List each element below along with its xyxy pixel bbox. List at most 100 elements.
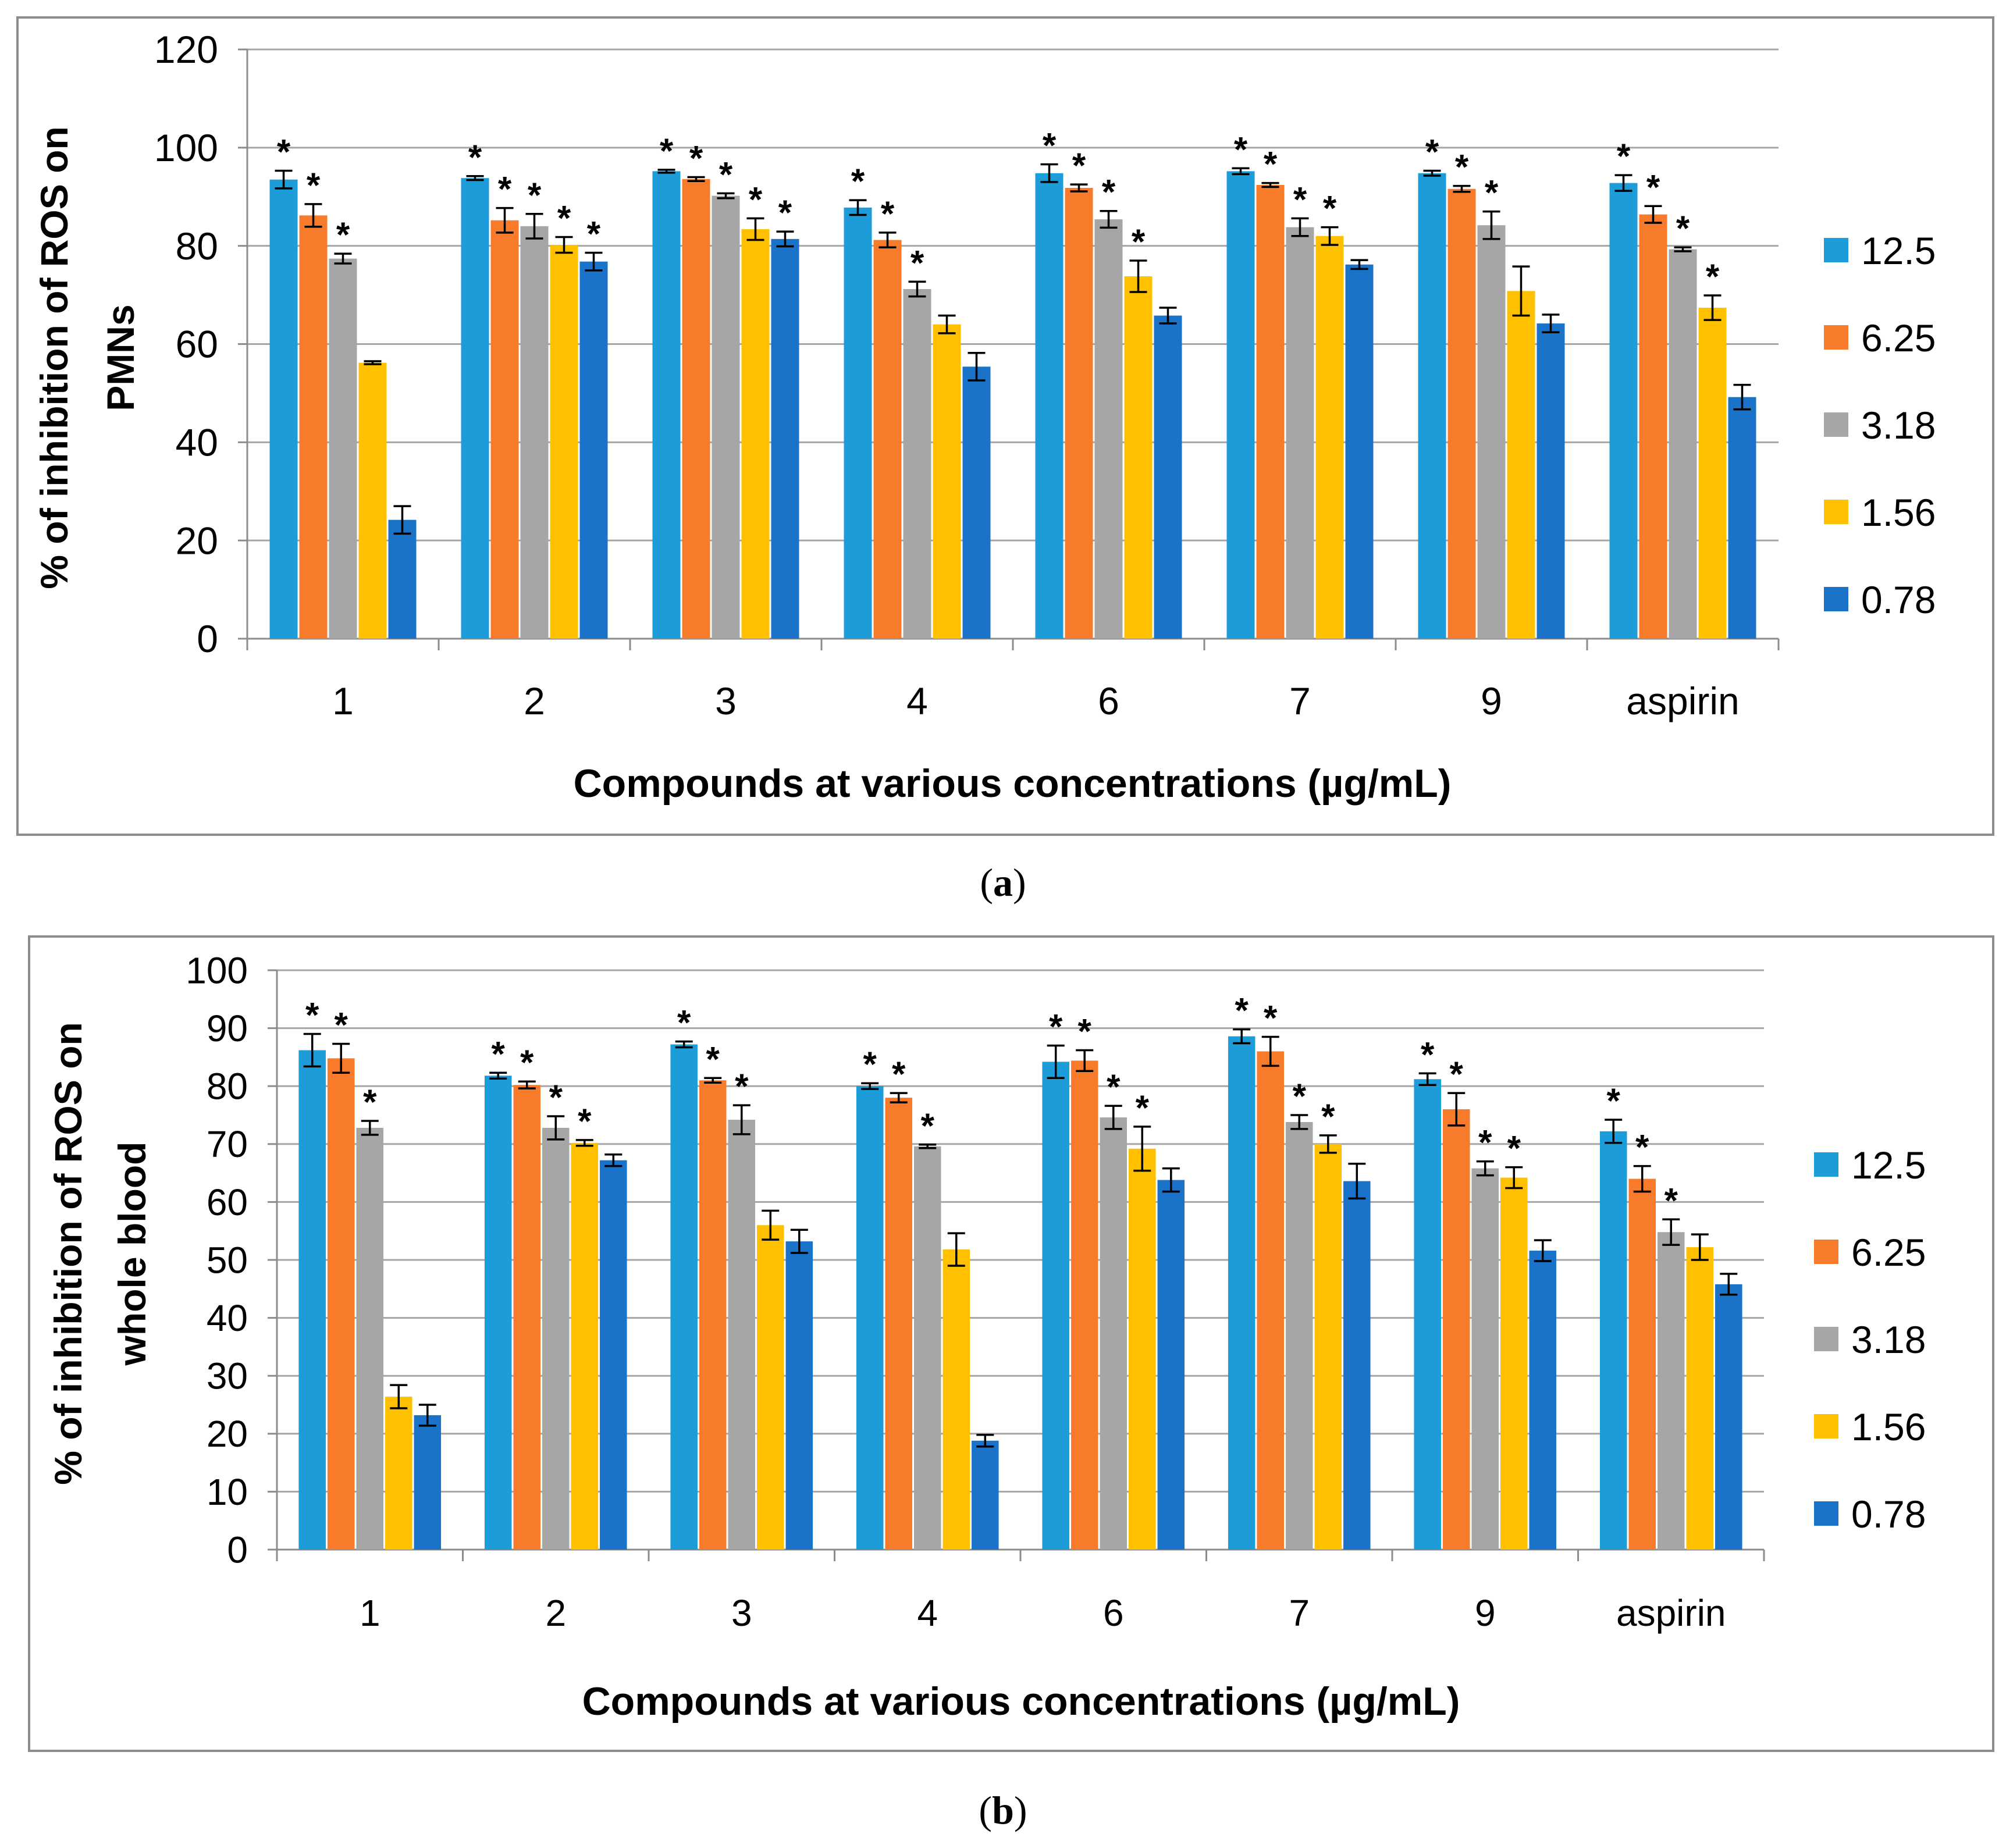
chart-a-ytick-label: 120	[154, 28, 218, 71]
significance-star: *	[528, 176, 542, 215]
error-bar	[275, 169, 293, 190]
error-bar	[1703, 294, 1722, 321]
chart-a-plot: 0 20 40 60 80 100 120 1 2 3 4 6 7 9 aspirin * * * * * * * * * * *…	[154, 28, 1780, 722]
error-bar	[364, 360, 382, 365]
error-bar	[657, 169, 675, 174]
significance-star: *	[1107, 1067, 1121, 1106]
bar	[856, 1086, 884, 1550]
bar	[1226, 171, 1255, 639]
legend-label: 6.25	[1861, 316, 1936, 359]
chart-a-ytick-label: 0	[197, 617, 218, 660]
error-bar	[976, 1434, 994, 1448]
chart-a-category-label: 6	[1098, 679, 1119, 722]
bar	[1100, 1117, 1128, 1550]
error-bar	[393, 505, 411, 535]
bar	[933, 324, 961, 639]
bar	[550, 244, 578, 639]
chart-a-category-label: 7	[1289, 679, 1311, 722]
bar	[1639, 214, 1667, 639]
significance-star: *	[1676, 209, 1690, 248]
error-bar	[418, 1404, 436, 1427]
legend-swatch	[1814, 1152, 1838, 1177]
legend-label: 0.78	[1851, 1493, 1926, 1536]
chart-b-ytick-label: 50	[207, 1239, 248, 1281]
legend-item: 3.18	[1814, 1318, 1926, 1361]
bar	[1698, 308, 1727, 639]
legend-swatch	[1814, 1501, 1838, 1526]
bar	[1471, 1168, 1499, 1550]
error-bar	[304, 203, 322, 228]
significance-star: *	[1485, 173, 1499, 212]
legend-swatch	[1824, 587, 1848, 611]
error-bar	[361, 1120, 379, 1136]
significance-star: *	[557, 198, 571, 237]
chart-b-ytick-label: 30	[207, 1355, 248, 1397]
significance-star: *	[1455, 148, 1469, 187]
error-bar	[1476, 1160, 1494, 1177]
bar	[757, 1225, 784, 1550]
bar	[461, 178, 489, 639]
significance-star: *	[1264, 999, 1278, 1038]
chart-b-caption-open: (	[979, 1788, 992, 1832]
chart-a-caption-letter: a	[993, 860, 1013, 905]
error-bar	[525, 213, 543, 240]
error-bar	[1133, 1126, 1151, 1172]
significance-star: *	[892, 1055, 906, 1094]
chart-a-category-label: 3	[715, 679, 737, 722]
significance-star: *	[468, 138, 482, 177]
legend-swatch	[1824, 238, 1848, 262]
bar	[1715, 1284, 1742, 1550]
legend-swatch	[1824, 500, 1848, 524]
bar	[1035, 173, 1064, 639]
significance-star: *	[1507, 1129, 1521, 1168]
error-bar	[1691, 1233, 1709, 1261]
error-bar	[1261, 1035, 1279, 1067]
legend-swatch	[1814, 1414, 1838, 1438]
chart-b-legend: 12.5 6.25 3.18 1.56 0.78	[1814, 1144, 1926, 1536]
bar	[682, 179, 710, 639]
error-bar	[1076, 1049, 1094, 1073]
error-bar	[1261, 181, 1279, 188]
chart-b-ytick-label: 20	[207, 1413, 248, 1455]
bar	[1447, 188, 1476, 639]
error-bar	[704, 1077, 722, 1084]
bar	[1507, 291, 1535, 639]
bar	[1042, 1062, 1069, 1550]
bar	[1669, 249, 1697, 639]
bar	[1228, 1036, 1255, 1550]
legend-item: 1.56	[1814, 1405, 1926, 1448]
bar	[913, 1146, 941, 1550]
significance-star: *	[881, 194, 895, 233]
error-bar	[675, 1040, 693, 1049]
bar	[903, 289, 931, 639]
legend-swatch	[1824, 325, 1848, 350]
error-bar	[1453, 184, 1471, 193]
chart-a-caption-open: (	[980, 860, 993, 905]
bar	[873, 240, 902, 639]
significance-star: *	[1706, 257, 1720, 296]
bar	[414, 1415, 442, 1550]
error-bar	[604, 1153, 623, 1167]
bar	[699, 1080, 727, 1550]
error-bar	[1047, 1044, 1065, 1080]
bar	[1345, 264, 1374, 639]
bar	[327, 1058, 355, 1550]
bar	[1124, 276, 1153, 639]
legend-item: 0.78	[1814, 1493, 1926, 1536]
chart-a-legend: 12.5 6.25 3.18 1.56 0.78	[1824, 229, 1936, 621]
chart-a-ytick-label: 20	[176, 519, 218, 562]
bar	[520, 226, 549, 639]
error-bar	[496, 206, 514, 234]
bar	[388, 519, 417, 639]
bar	[1500, 1177, 1528, 1550]
chart-b-category-label: 2	[545, 1592, 566, 1634]
significance-star: *	[1136, 1088, 1150, 1127]
error-bar	[1321, 226, 1339, 246]
bar	[600, 1160, 627, 1550]
error-bar	[1350, 259, 1368, 270]
error-bar	[1512, 265, 1530, 317]
bar	[1477, 225, 1506, 639]
error-bar	[1104, 1105, 1122, 1130]
bar	[1529, 1251, 1557, 1550]
